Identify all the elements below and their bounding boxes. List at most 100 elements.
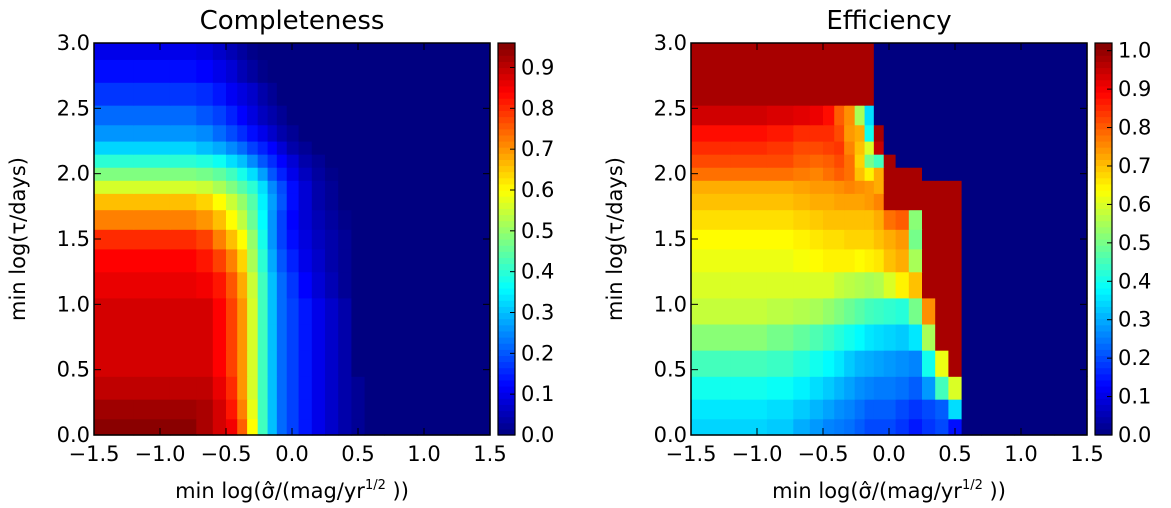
- colorbar-tick-label: 0.8: [521, 96, 554, 120]
- colorbar-segment: [498, 177, 515, 185]
- heatmap-cell: [94, 193, 135, 211]
- heatmap-cell: [961, 82, 982, 106]
- heatmap-cell: [237, 209, 248, 230]
- heatmap-cell: [793, 167, 811, 181]
- heatmap-cell: [212, 180, 227, 194]
- heatmap-cell: [196, 59, 214, 83]
- completeness-colorbar: 0.0 0.1 0.2 0.3 0.4 0.5 0.6 0.7 0.8 0.9: [497, 42, 554, 447]
- heatmap-cell: [286, 209, 300, 230]
- heatmap-cell: [226, 376, 238, 400]
- heatmap-cell: [691, 399, 732, 420]
- heatmap-cell: [237, 105, 248, 126]
- colorbar-segment: [498, 171, 515, 179]
- heatmap-cell: [1014, 376, 1055, 400]
- colorbar-segment: [498, 226, 515, 234]
- heatmap-cell: [457, 271, 491, 299]
- heatmap-cell: [823, 399, 835, 420]
- heatmap-cell: [864, 297, 875, 325]
- heatmap-cell: [691, 141, 732, 155]
- heatmap-cell: [325, 105, 339, 126]
- heatmap-cell: [133, 124, 171, 142]
- heatmap-cell: [948, 399, 963, 420]
- heatmap-cell: [133, 105, 171, 126]
- efficiency-ylabel: min log(τ/days): [603, 157, 627, 321]
- heatmap-cell: [286, 59, 300, 83]
- heatmap-cell: [1054, 167, 1088, 181]
- heatmap-cell: [276, 271, 288, 299]
- colorbar-segment: [498, 416, 515, 424]
- heatmap-cell: [311, 350, 326, 377]
- colorbar-segment: [1095, 190, 1112, 197]
- heatmap-cell: [384, 418, 418, 436]
- heatmap-cell: [169, 105, 197, 126]
- heatmap-cell: [922, 105, 936, 126]
- heatmap-cell: [298, 82, 313, 106]
- colorbar-segment: [1095, 239, 1112, 246]
- colorbar-tick-label: 0.4: [521, 260, 554, 284]
- heatmap-cell: [325, 193, 339, 211]
- heatmap-cell: [908, 399, 923, 420]
- heatmap-cell: [325, 399, 339, 420]
- heatmap-cell: [948, 167, 963, 181]
- heatmap-cell: [226, 209, 238, 230]
- heatmap-cell: [981, 209, 1015, 230]
- heatmap-cell: [169, 82, 197, 106]
- heatmap-cell: [935, 297, 949, 325]
- heatmap-cell: [457, 209, 491, 230]
- heatmap-cell: [1054, 105, 1088, 126]
- heatmap-cell: [417, 418, 458, 436]
- heatmap-cell: [844, 105, 856, 126]
- heatmap-cell: [237, 124, 248, 142]
- colorbar-segment: [1095, 288, 1112, 295]
- heatmap-cell: [212, 229, 227, 250]
- colorbar-segment: [498, 300, 515, 307]
- heatmap-cell: [457, 154, 491, 168]
- colorbar-tick-label: 0.3: [521, 301, 554, 325]
- heatmap-cell: [864, 323, 875, 351]
- y-tick-label: 2.5: [57, 96, 90, 120]
- colorbar-segment: [1095, 122, 1112, 130]
- heatmap-cell: [196, 209, 214, 230]
- heatmap-cell: [267, 297, 278, 325]
- heatmap-cell: [212, 399, 227, 420]
- heatmap-cell: [908, 350, 923, 377]
- heatmap-cell: [895, 350, 910, 377]
- heatmap-cell: [961, 193, 982, 211]
- heatmap-cell: [267, 350, 278, 377]
- colorbar-segment: [1095, 196, 1112, 203]
- heatmap-cell: [823, 43, 835, 60]
- heatmap-cell: [325, 167, 339, 181]
- heatmap-cell: [196, 399, 214, 420]
- heatmap-cell: [730, 297, 768, 325]
- heatmap-cell: [257, 376, 269, 400]
- heatmap-cell: [854, 124, 866, 142]
- heatmap-cell: [981, 154, 1015, 168]
- heatmap-cell: [844, 297, 856, 325]
- heatmap-cell: [935, 105, 949, 126]
- heatmap-cell: [338, 43, 352, 60]
- heatmap-cell: [257, 59, 269, 83]
- heatmap-cell: [895, 124, 910, 142]
- heatmap-cell: [961, 271, 982, 299]
- heatmap-cell: [1014, 399, 1055, 420]
- heatmap-cell: [311, 271, 326, 299]
- heatmap-cell: [834, 418, 845, 436]
- heatmap-cell: [257, 323, 269, 351]
- heatmap-cell: [854, 154, 866, 168]
- heatmap-cell: [298, 271, 313, 299]
- colorbar-segment: [1095, 312, 1112, 320]
- colorbar-segment: [1095, 116, 1112, 124]
- heatmap-cell: [237, 43, 248, 60]
- heatmap-cell: [844, 180, 856, 194]
- heatmap-cell: [338, 350, 352, 377]
- heatmap-cell: [948, 82, 963, 106]
- heatmap-cell: [133, 82, 171, 106]
- heatmap-cell: [1054, 59, 1088, 83]
- colorbar-segment: [1095, 98, 1112, 105]
- heatmap-cell: [883, 154, 897, 168]
- heatmap-cell: [1014, 43, 1055, 60]
- colorbar-segment: [498, 147, 515, 154]
- heatmap-cell: [895, 180, 910, 194]
- heatmap-cell: [212, 248, 227, 273]
- heatmap-cell: [247, 297, 259, 325]
